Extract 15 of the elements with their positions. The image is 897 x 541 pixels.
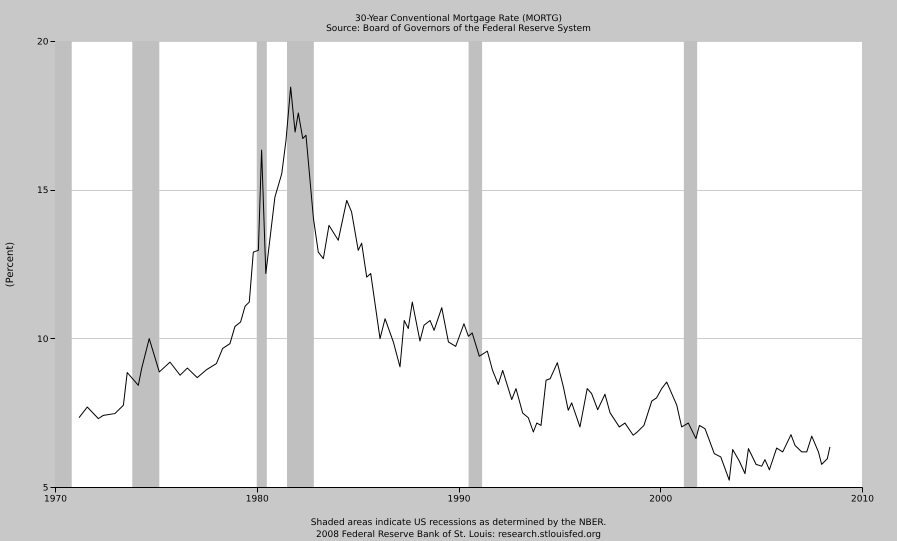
chart-title: 30-Year Conventional Mortgage Rate (MORTG) (354, 14, 562, 24)
text: 2008 Federal Reserve Bank of St. Louis: research.stlouisfed.org (316, 530, 601, 540)
x-tick-label: 1980 (246, 494, 269, 504)
y-tick-label: 10 (37, 334, 49, 345)
x-tick-label: 2000 (649, 494, 672, 504)
x-tick-label: 1970 (44, 494, 68, 504)
x-tick-label: 2010 (851, 494, 874, 504)
y-tick-label: 5 (42, 484, 48, 494)
y-tick-label: 20 (37, 38, 49, 48)
x-tick-label: 1990 (448, 494, 471, 504)
line-series (78, 86, 830, 481)
y-axis-title: (Percent) (5, 242, 16, 288)
text: Shaded areas indicate US recessions as determined by the NBER. (310, 518, 606, 528)
chart-subtitle: Source: Board of Governors of the Federal Reserve System (326, 24, 591, 34)
y-tick-label: 15 (37, 186, 48, 196)
